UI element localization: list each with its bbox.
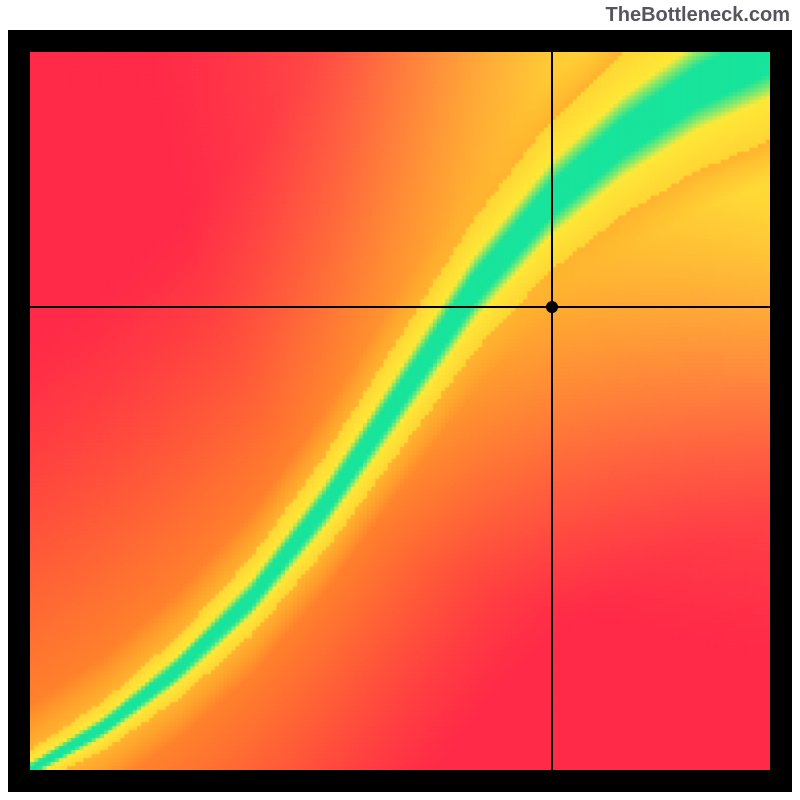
crosshair-vertical [551, 52, 553, 770]
plot-area [30, 52, 770, 770]
heatmap-canvas [30, 52, 770, 770]
crosshair-horizontal [30, 306, 770, 308]
watermark-text: TheBottleneck.com [606, 4, 790, 27]
crosshair-dot [546, 301, 558, 313]
chart-container: TheBottleneck.com [0, 0, 800, 800]
